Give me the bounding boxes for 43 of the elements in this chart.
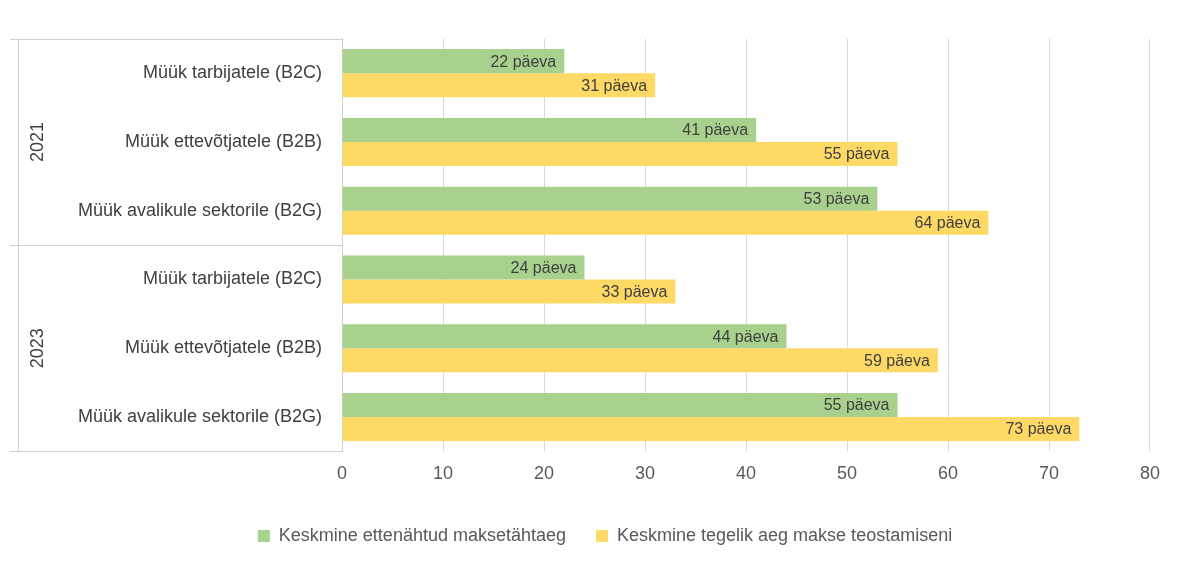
x-tick-label: 50 [837,463,858,484]
data-label: 59 päeva [864,351,931,369]
y-tick-label: Müük avalikule sektorile (B2G) [78,199,323,220]
bar [342,392,898,418]
x-tick-label: 0 [337,463,348,484]
data-label: 33 päeva [601,282,668,300]
legend-label: Keskmine ettenähtud maksetähtaeg [278,524,567,545]
data-label: 31 päeva [581,76,648,94]
x-tick-label: 70 [1038,463,1060,484]
x-tick-label: 80 [1139,463,1160,484]
x-tick-label: 20 [534,463,555,484]
bar [342,141,898,167]
y-tick-label: Müük tarbijatele (B2C) [143,268,323,289]
data-label: 41 päeva [682,121,749,139]
bar [342,324,787,349]
bar [342,186,878,211]
data-label: 44 päeva [712,327,779,345]
data-label: 24 päeva [510,258,577,276]
x-tick-label: 60 [938,463,959,484]
bar [342,417,1080,442]
x-tick-label: 30 [635,463,656,484]
data-label: 55 päeva [823,396,890,414]
bar [342,73,656,98]
data-label: 64 päeva [914,214,981,232]
data-label: 55 päeva [823,145,890,163]
bar [342,348,938,373]
bar [342,279,676,304]
text: 2023 [26,328,47,369]
bar [342,210,989,235]
text: 2021 [26,121,47,162]
bar [342,49,565,74]
legend-label: Keskmine tegelik aeg makse teostamiseni [617,524,953,545]
x-tick-label: 10 [433,463,454,484]
bar [342,117,757,142]
y-tick-label: Müük ettevõtjatele (B2B) [124,130,323,151]
y-tick-label: Müük ettevõtjatele (B2B) [124,337,323,358]
y-tick-label: Müük avalikule sektorile (B2G) [78,405,323,426]
data-label: 22 päeva [490,52,557,70]
data-label: 73 päeva [1005,420,1072,438]
bar [342,255,585,280]
data-label: 53 päeva [803,190,870,208]
y-tick-label: Müük tarbijatele (B2C) [143,62,323,83]
x-tick-label: 40 [736,463,757,484]
